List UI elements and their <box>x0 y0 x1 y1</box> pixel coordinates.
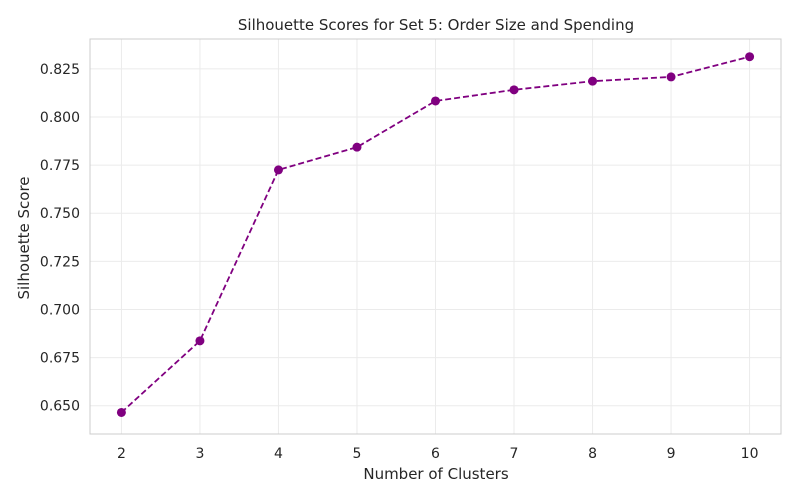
y-tick-label: 0.650 <box>40 399 80 415</box>
grid-layer <box>90 39 781 434</box>
y-tick-label: 0.825 <box>40 62 80 78</box>
data-point-marker <box>745 52 755 62</box>
y-tick-label: 0.675 <box>40 351 80 367</box>
data-point-marker <box>352 142 362 152</box>
series-line <box>120 55 750 414</box>
data-point-marker <box>588 76 598 86</box>
series-layer <box>116 52 755 417</box>
x-tick-labels: 2 3 4 5 6 7 8 9 10 <box>117 446 759 462</box>
data-point-marker <box>666 72 676 82</box>
x-tick-label: 8 <box>588 446 597 462</box>
plot-frame <box>89 38 782 435</box>
x-tick-label: 4 <box>274 446 283 462</box>
y-tick-label: 0.775 <box>40 158 80 174</box>
y-tick-label: 0.725 <box>40 254 80 270</box>
data-point-marker <box>116 407 126 417</box>
y-axis-label: Silhouette Score <box>15 176 33 299</box>
x-axis-label: Number of Clusters <box>363 465 508 483</box>
chart-title: Silhouette Scores for Set 5: Order Size … <box>238 16 634 34</box>
data-point-marker <box>431 96 440 106</box>
x-tick-label: 10 <box>741 446 759 462</box>
data-point-marker <box>509 85 519 95</box>
data-point-marker <box>273 165 283 175</box>
x-tick-label: 5 <box>353 446 362 462</box>
data-point-marker <box>195 336 205 346</box>
y-tick-label: 0.750 <box>40 206 80 222</box>
y-tick-labels: 0.650 0.675 0.700 0.725 0.750 0.775 0.800 0.825 <box>40 62 80 415</box>
x-tick-label: 2 <box>117 446 126 462</box>
x-tick-label: 9 <box>667 446 676 462</box>
x-tick-label: 7 <box>510 446 519 462</box>
x-tick-label: 6 <box>431 446 440 462</box>
y-tick-label: 0.700 <box>40 302 80 318</box>
y-tick-label: 0.800 <box>40 110 80 126</box>
x-tick-label: 3 <box>195 446 204 462</box>
